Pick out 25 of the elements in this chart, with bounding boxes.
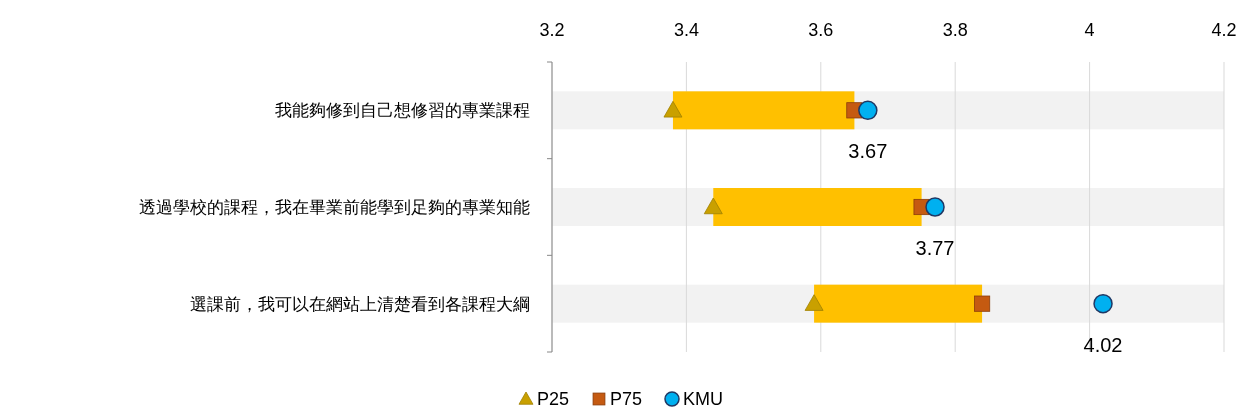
bar [814,284,983,323]
point [925,197,945,217]
legend-label: P75 [610,389,643,409]
point [804,294,824,311]
y-tick-label: 我能夠修到自己想修習的專業課程 [275,101,530,121]
x-tick-label: 3.8 [942,20,968,40]
x-tick-label: 3.2 [539,20,565,40]
legend-label: KMU [683,389,723,409]
point [858,100,878,121]
point [974,295,991,312]
point [703,197,723,215]
x-tick-label: 4 [1084,20,1095,40]
legend-label: P25 [537,389,570,409]
point [663,100,683,118]
point [1093,293,1113,314]
data-label: 3.67 [848,140,888,163]
data-label: 3.77 [915,237,955,259]
bar [672,91,855,130]
data-label: 4.02 [1083,333,1123,356]
x-tick-label: 3.4 [673,20,699,40]
y-tick-label: 選課前，我可以在網站上清楚看到各課程大綱 [190,294,530,314]
x-tick-label: 4.2 [1211,20,1237,40]
y-tick-label: 透過學校的課程，我在畢業前能學到足夠的專業知能 [139,198,530,217]
bar [713,188,922,226]
x-tick-label: 3.6 [808,20,834,40]
